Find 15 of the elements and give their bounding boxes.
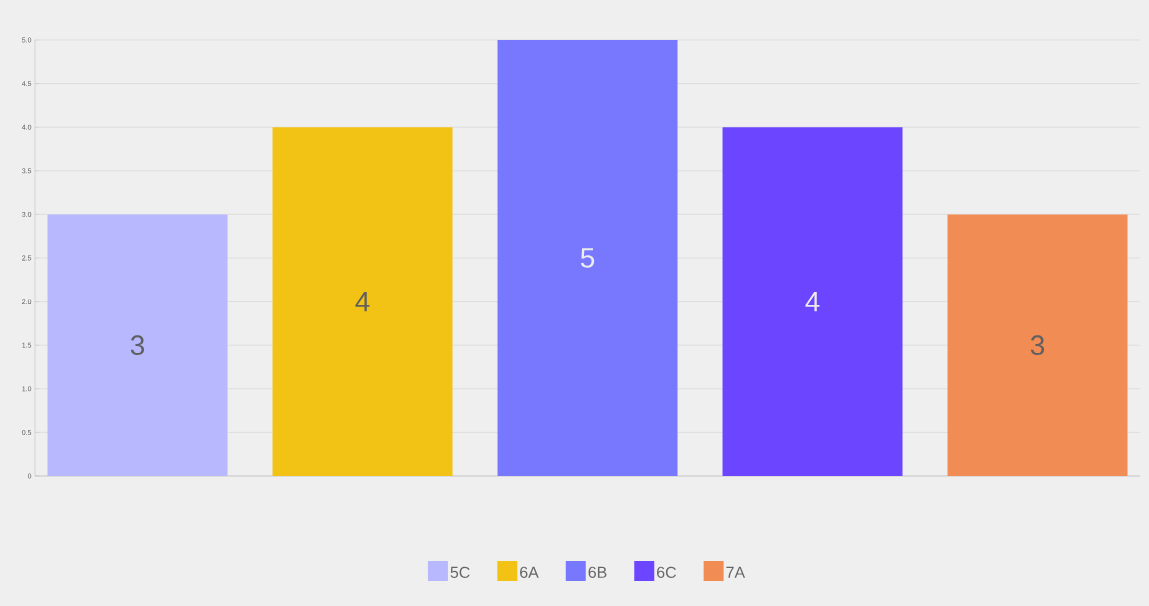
legend-label: 7A [726,566,746,578]
legend-label: 6A [520,566,539,578]
bar [47,214,228,476]
data-label: 4 [805,292,820,312]
bar [497,39,678,476]
data-label: 4 [355,292,370,312]
legend-label: 6B [588,566,607,578]
data-label: 3 [130,335,145,356]
data-label: 5 [580,248,595,268]
legend-label: 6C [657,566,677,578]
data-label: 3 [1030,335,1045,356]
legend-label: 5C [450,566,470,578]
bar [947,214,1128,476]
bar [272,127,453,476]
bar [722,127,903,476]
